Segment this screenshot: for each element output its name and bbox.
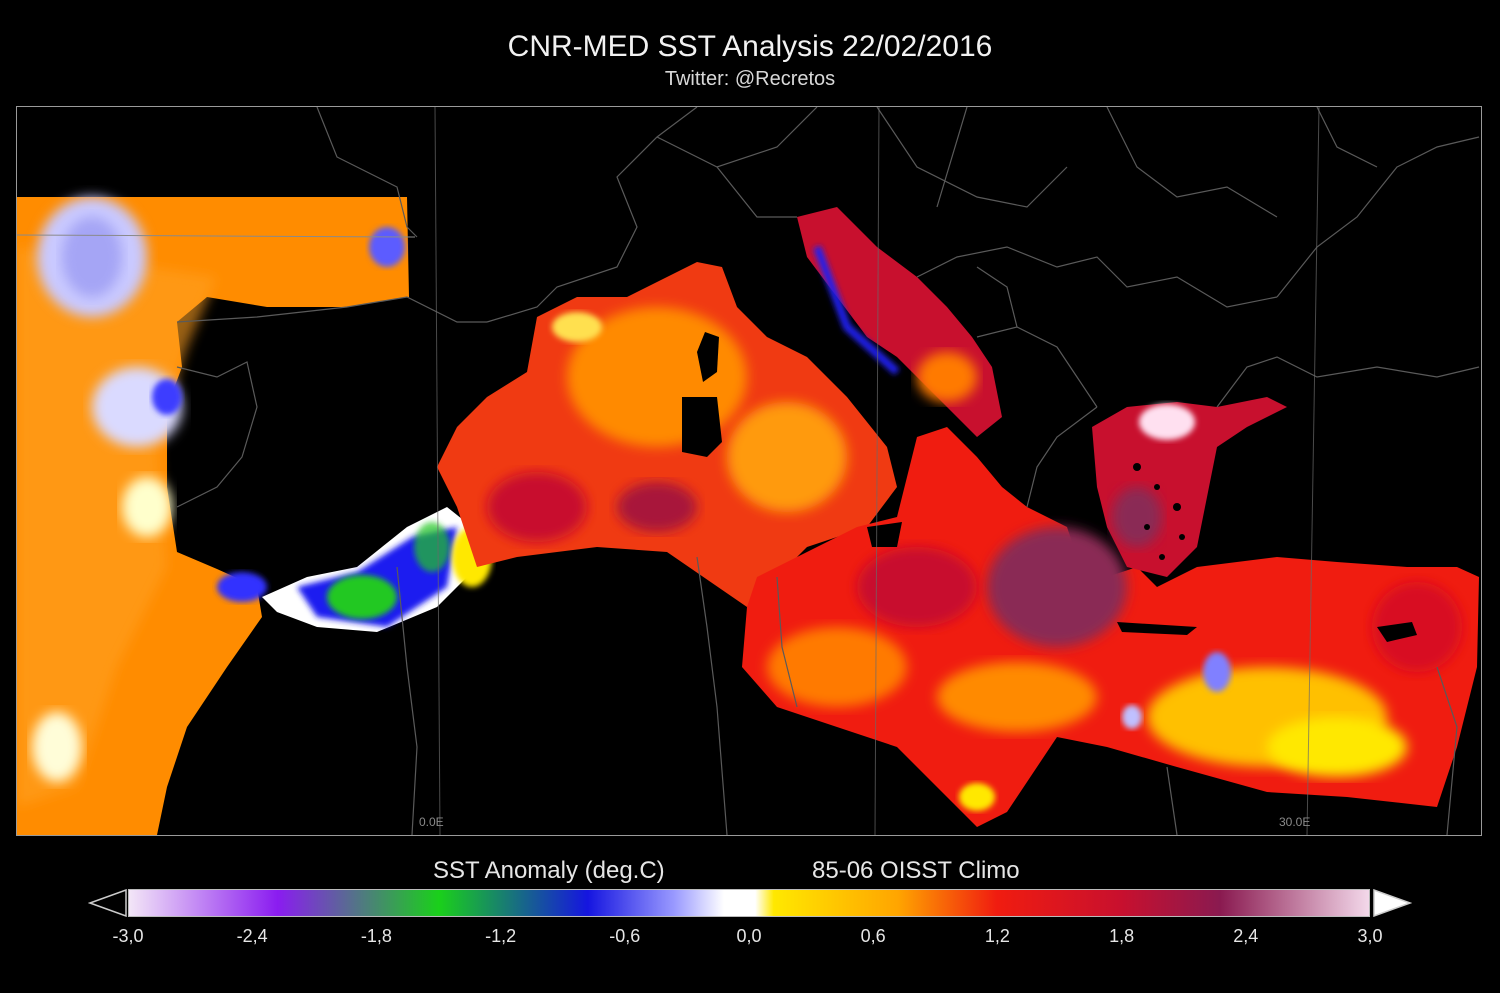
graticule-meridians: [434, 107, 1320, 835]
map-canvas: [17, 107, 1480, 835]
colorbar-tick-label: 1,8: [1109, 926, 1135, 946]
map-subtitle: Twitter: @Recretos: [664, 68, 836, 90]
central-eastern-med-region: [742, 427, 1479, 827]
colorbar-tick-label: -3,0: [112, 926, 144, 946]
colorbar-tick-label: 0,6: [860, 926, 886, 946]
aegean-sea-region: [1092, 397, 1287, 577]
colorbar-min-arrow-icon: [88, 889, 127, 917]
colorbar-tick-label: -1,2: [485, 926, 517, 946]
adriatic-sea-region: [797, 207, 1002, 437]
colorbar-label: SST Anomaly (deg.C): [433, 857, 665, 884]
sst-anomaly-map: 0.0E 30.0E: [16, 106, 1482, 836]
western-med-region: [437, 262, 897, 607]
atlantic-sea-region: [17, 197, 409, 835]
sst-anomaly-colorbar: [128, 889, 1370, 917]
colorbar-tick-label: 3,0: [1357, 926, 1383, 946]
lon-label-0e: 0.0E: [419, 815, 444, 829]
climatology-label: 85-06 OISST Climo: [812, 857, 1020, 884]
alboran-sea-region: [262, 507, 492, 632]
colorbar-tick-label: 2,4: [1233, 926, 1259, 946]
map-title: CNR-MED SST Analysis 22/02/2016: [507, 30, 993, 63]
lon-label-30e: 30.0E: [1279, 815, 1311, 829]
colorbar-max-arrow-icon: [1373, 889, 1412, 917]
graticule-parallel: [17, 234, 416, 238]
colorbar-tick-label: -2,4: [236, 926, 268, 946]
colorbar-tick-label: -1,8: [360, 926, 392, 946]
colorbar-tick-label: 1,2: [984, 926, 1010, 946]
country-borders: [176, 107, 1480, 835]
colorbar-tick-label: -0,6: [609, 926, 641, 946]
colorbar-tick-label: 0,0: [736, 926, 762, 946]
